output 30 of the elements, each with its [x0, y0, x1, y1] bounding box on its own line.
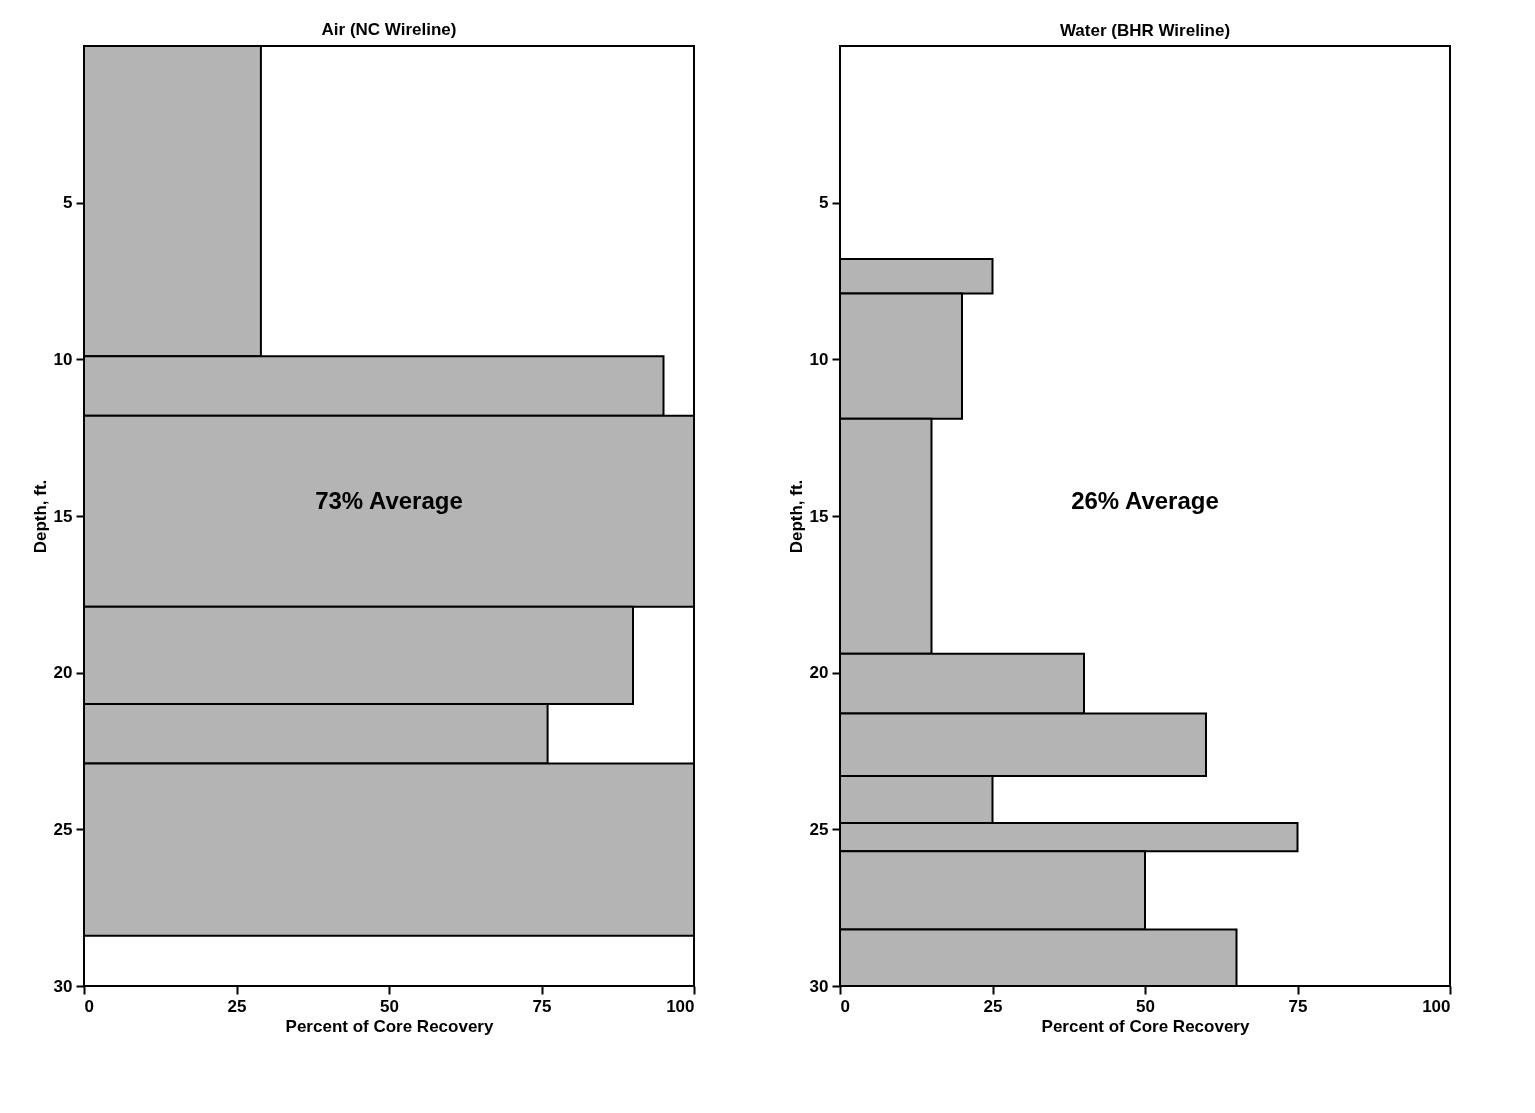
x-tick-label: 25 — [983, 996, 1003, 1016]
x-tick-label: 100 — [666, 996, 695, 1016]
x-tick-label: 50 — [380, 996, 399, 1016]
y-tick-label: 10 — [809, 349, 829, 369]
chart-title: Air (NC Wireline) — [321, 20, 457, 39]
y-tick-label: 20 — [53, 663, 73, 683]
y-tick-label: 30 — [809, 976, 829, 996]
y-tick-label: 10 — [53, 349, 73, 369]
y-tick-label: 5 — [63, 193, 73, 213]
y-tick-label: 5 — [819, 193, 829, 213]
y-tick-label: 25 — [809, 819, 829, 839]
x-tick-label: 50 — [1136, 996, 1155, 1016]
y-tick-label: 25 — [53, 819, 73, 839]
x-tick-label: 100 — [1422, 996, 1451, 1016]
y-tick-label: 30 — [53, 976, 73, 996]
x-tick-label: 0 — [840, 996, 850, 1016]
chart-title: Water (BHR Wireline) — [1059, 21, 1231, 40]
y-axis-title: Depth, ft. — [30, 479, 50, 554]
x-tick-label: 75 — [532, 996, 552, 1016]
x-axis-title: Percent of Core Recovery — [1041, 1016, 1250, 1036]
annotation: 73% Average — [315, 486, 463, 514]
y-tick-label: 15 — [809, 506, 829, 526]
x-tick-label: 75 — [1288, 996, 1308, 1016]
y-axis-title: Depth, ft. — [786, 479, 806, 554]
x-tick-label: 25 — [227, 996, 247, 1016]
x-axis-title: Percent of Core Recovery — [285, 1016, 494, 1036]
y-tick-label: 15 — [53, 506, 73, 526]
y-tick-label: 20 — [809, 663, 829, 683]
annotation: 26% Average — [1071, 486, 1219, 514]
x-tick-label: 0 — [84, 996, 94, 1016]
